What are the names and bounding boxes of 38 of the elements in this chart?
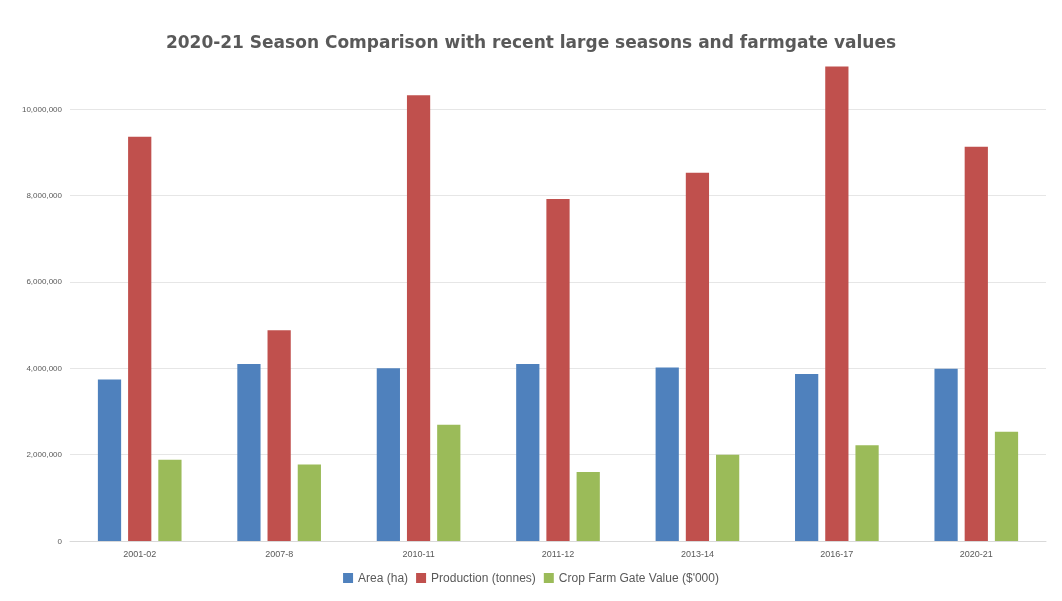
x-tick-label: 2016-17 <box>820 548 854 559</box>
x-tick-label: 2007-8 <box>265 548 294 559</box>
bar <box>825 66 849 541</box>
bar <box>795 373 819 541</box>
legend-label: Area (ha) <box>358 571 409 585</box>
x-tick-label: 2013-14 <box>680 548 714 559</box>
y-tick-label: 2,000,000 <box>26 450 63 460</box>
bar <box>267 330 291 541</box>
bar <box>406 95 431 541</box>
y-tick-label: 8,000,000 <box>26 191 63 201</box>
bar <box>576 471 600 541</box>
bar <box>546 199 570 541</box>
chart-title: 2020-21 Season Comparison with recent large seasons and farmgate values <box>165 31 897 52</box>
bar <box>685 172 710 541</box>
bar <box>655 367 679 541</box>
bar <box>128 136 152 541</box>
x-tick-label: 2020-21 <box>959 548 993 559</box>
bar <box>934 368 958 541</box>
legend-label: Crop Farm Gate Value ($'000) <box>558 571 719 585</box>
bar <box>994 431 1019 541</box>
bar <box>516 363 540 541</box>
legend-label: Production (tonnes) <box>431 571 536 585</box>
y-tick-label: 10,000,000 <box>21 104 63 114</box>
x-tick-label: 2001-02 <box>123 548 157 559</box>
bar <box>964 146 988 541</box>
bar <box>297 464 321 541</box>
x-tick-label: 2011-12 <box>541 548 575 559</box>
bar <box>237 363 261 541</box>
bar <box>716 454 740 541</box>
bar <box>437 424 461 541</box>
bar <box>158 459 182 541</box>
bar <box>855 445 879 541</box>
y-tick-label: 4,000,000 <box>26 363 63 373</box>
y-tick-label: 0 <box>57 536 63 546</box>
y-tick-label: 6,000,000 <box>26 277 63 287</box>
bar <box>97 379 122 541</box>
bar <box>376 368 400 541</box>
x-tick-label: 2010-11 <box>402 548 435 559</box>
